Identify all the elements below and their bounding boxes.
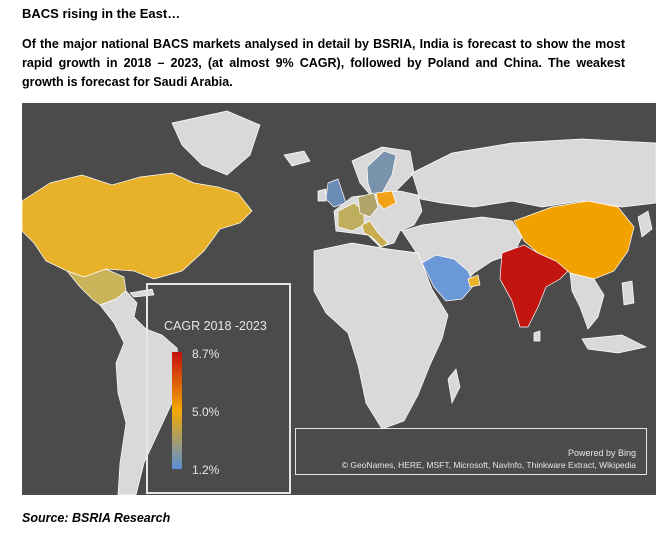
sri-lanka [533, 330, 541, 342]
country-china [513, 200, 635, 280]
country-italy [361, 220, 389, 248]
central-south-america [99, 290, 181, 495]
legend-min-label: 1.2% [192, 463, 220, 477]
legend: CAGR 2018 -2023 8.7% 5.0% 1.2% [146, 283, 291, 494]
map-credits: © GeoNames, HERE, MSFT, Microsoft, NavIn… [341, 460, 636, 470]
map-attribution: Powered by Bing © GeoNames, HERE, MSFT, … [295, 428, 647, 475]
iceland [283, 150, 311, 167]
world-map[interactable]: CAGR 2018 -2023 8.7% 5.0% 1.2% Powered b… [22, 103, 656, 495]
philippines [621, 280, 635, 306]
country-uae [467, 274, 481, 288]
country-north-america [22, 172, 253, 280]
legend-mid-label: 5.0% [192, 405, 220, 419]
ireland [317, 188, 327, 202]
legend-title: CAGR 2018 -2023 [164, 319, 267, 333]
madagascar [447, 368, 461, 405]
greenland [171, 110, 261, 176]
country-sweden [366, 150, 397, 196]
indonesia [581, 334, 648, 354]
legend-color-ramp [172, 352, 182, 469]
legend-max-label: 8.7% [192, 347, 220, 361]
japan [637, 210, 653, 238]
southeast-asia [569, 272, 605, 330]
russia [411, 138, 656, 208]
powered-by-text: Powered by Bing [567, 448, 636, 458]
caribbean [129, 288, 155, 298]
map-canvas [22, 110, 656, 495]
source-note: Source: BSRIA Research [22, 511, 171, 525]
country-poland [375, 190, 397, 210]
africa [313, 242, 449, 430]
country-united-kingdom [325, 178, 347, 208]
intro-paragraph: Of the major national BACS markets analy… [22, 37, 625, 89]
headline: BACS rising in the East… [22, 6, 181, 21]
country-germany [357, 192, 379, 218]
